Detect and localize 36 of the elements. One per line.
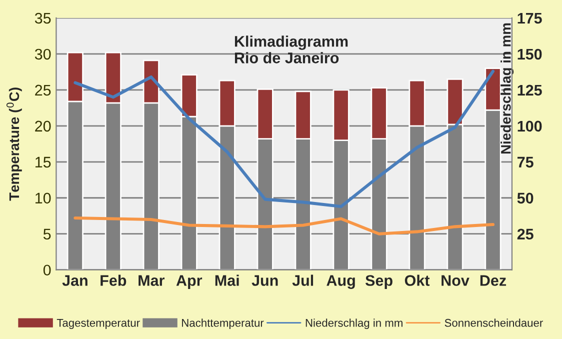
- y-tick-label: 0: [43, 264, 51, 276]
- x-tick-label: Nov: [442, 275, 470, 286]
- legend-label: Niederschlag in mm: [306, 318, 402, 329]
- y2-tick-label: 100: [518, 120, 542, 132]
- y-tick-label: 15: [36, 156, 51, 168]
- x-tick-label: Okt: [404, 274, 430, 286]
- line-series: [74, 70, 495, 208]
- legend-label: Tagestemperatur: [56, 319, 140, 329]
- y-tick-label: 30: [34, 48, 51, 60]
- y-axis-title: Temperature ($^{0}$C): [6, 88, 22, 201]
- y-tick-label: 5: [43, 228, 51, 240]
- y-tick-label: 10: [36, 192, 51, 204]
- x-tick-label: Mai: [215, 274, 239, 286]
- y2-axis-title: Niederschlag in mm: [500, 23, 514, 154]
- x-tick-label: Jan: [62, 275, 88, 286]
- x-tick-label: Sep: [365, 275, 392, 289]
- x-tick-label: Feb: [100, 274, 126, 286]
- x-tick-label: Apr: [176, 275, 202, 289]
- x-tick-label: Mar: [138, 275, 165, 286]
- y-tick-label: 35: [34, 12, 51, 24]
- line-series: [74, 216, 495, 236]
- y2-tick-label: 75: [518, 156, 534, 168]
- y-tick-label: 25: [35, 84, 51, 96]
- y2-tick-label: 50: [517, 192, 534, 204]
- y-tick-label: 20: [35, 120, 51, 132]
- y2-tick-label: 25: [517, 228, 534, 240]
- y2-tick-label: 125: [518, 84, 542, 96]
- legend-label: Nachttemperatur: [182, 318, 264, 329]
- y2-tick-label: 175: [518, 12, 542, 24]
- y2-tick-label: 150: [518, 48, 542, 60]
- x-tick-label: Jul: [292, 274, 314, 286]
- legend-label: Sonnenscheindauer: [444, 318, 543, 327]
- x-tick-label: Aug: [326, 275, 355, 289]
- x-tick-label: Dez: [480, 275, 506, 286]
- text: Klimadiagramm Rio de Janeiro: [234, 36, 348, 64]
- x-tick-label: Jun: [252, 275, 278, 286]
